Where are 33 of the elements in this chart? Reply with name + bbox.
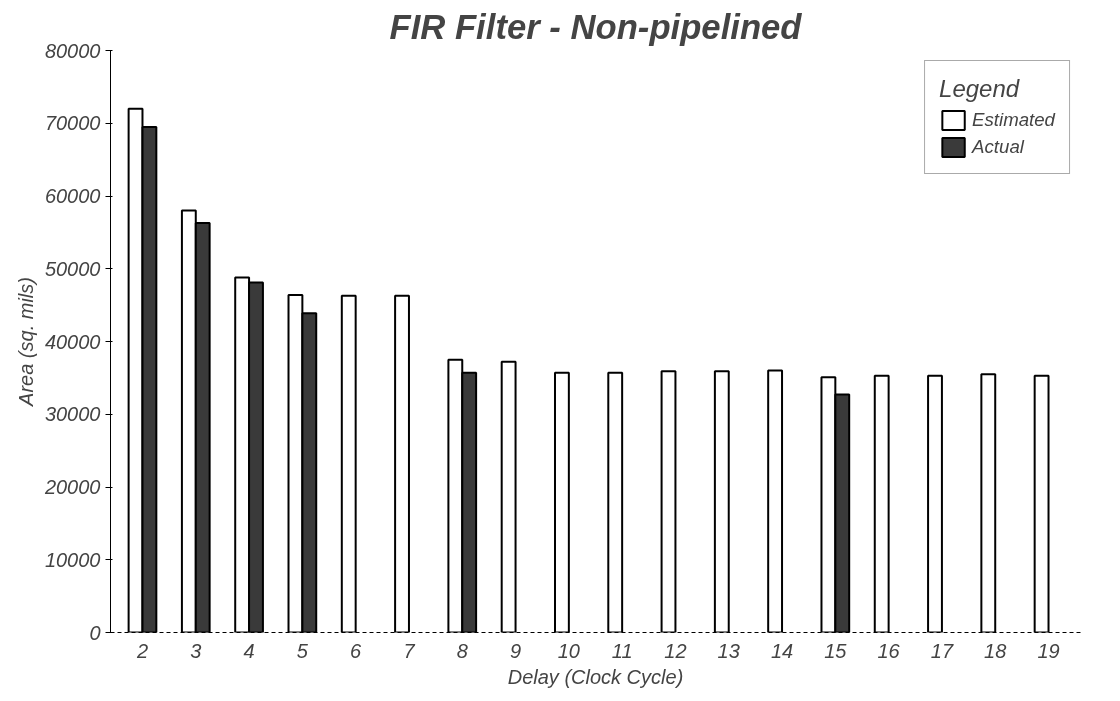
x-tick-label: 9 bbox=[509, 639, 522, 662]
x-tick-label: 2 bbox=[135, 639, 149, 662]
y-tick-label: 50000 bbox=[44, 257, 101, 280]
y-tick-label: 10000 bbox=[44, 548, 101, 571]
x-tick-label: 6 bbox=[350, 639, 363, 662]
x-tick-label: 4 bbox=[243, 639, 255, 662]
y-tick-label: 40000 bbox=[44, 330, 101, 353]
y-tick-label: 30000 bbox=[44, 403, 101, 426]
y-axis-title: Area (sq. mils) bbox=[14, 277, 37, 407]
legend-label: Actual bbox=[972, 136, 1024, 158]
y-tick-label: 20000 bbox=[43, 476, 101, 498]
x-tick-label: 10 bbox=[557, 639, 580, 662]
x-tick-label: 12 bbox=[664, 639, 687, 662]
x-tick-label: 14 bbox=[770, 639, 794, 662]
y-tick-label: 60000 bbox=[44, 185, 101, 207]
x-tick-label: 18 bbox=[984, 639, 1007, 662]
x-tick-label: 3 bbox=[190, 639, 202, 662]
y-tick-label: 0 bbox=[89, 621, 101, 644]
x-tick-label: 15 bbox=[824, 639, 848, 662]
y-tick-label: 70000 bbox=[44, 112, 101, 135]
x-tick-label: 16 bbox=[877, 639, 901, 662]
y-tick-label: 80000 bbox=[44, 39, 101, 62]
chart-title: FIR Filter - Non-pipelined bbox=[389, 7, 803, 46]
legend-label: Estimated bbox=[972, 109, 1055, 131]
x-tick-label: 19 bbox=[1037, 639, 1060, 662]
x-tick-label: 13 bbox=[717, 639, 740, 662]
x-axis-title: Delay (Clock Cycle) bbox=[507, 665, 684, 688]
x-tick-label: 11 bbox=[611, 639, 633, 662]
x-tick-label: 7 bbox=[403, 639, 416, 662]
x-tick-label: 5 bbox=[296, 639, 309, 662]
legend-title: Legend bbox=[939, 75, 1021, 103]
x-tick-label: 17 bbox=[930, 639, 954, 662]
x-tick-label: 8 bbox=[456, 639, 468, 662]
